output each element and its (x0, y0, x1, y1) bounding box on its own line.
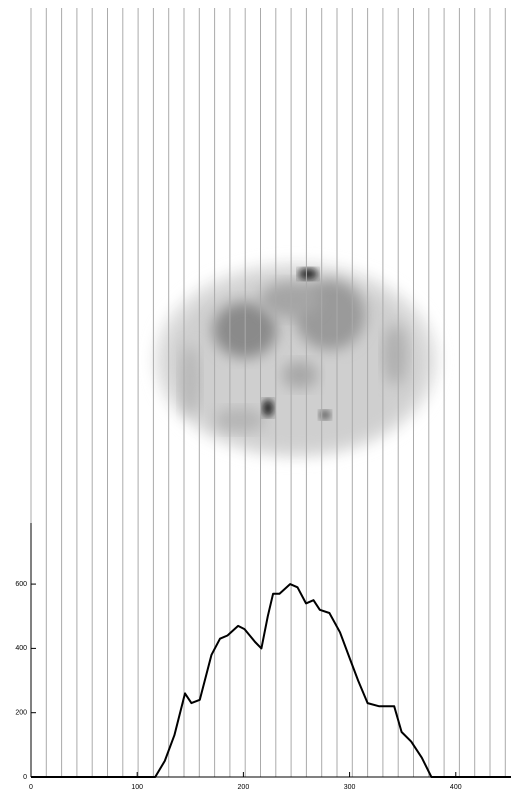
y-tick-label: 600 (15, 581, 27, 588)
chart: 0 200 400 600 0 100 200 300 400 (0, 0, 513, 793)
scan-image (154, 262, 438, 458)
x-tick-label: 0 (29, 784, 33, 791)
y-tick-label: 200 (15, 710, 27, 717)
x-tick-label: 100 (131, 784, 143, 791)
x-tick-label: 400 (450, 784, 462, 791)
y-tick-label: 400 (15, 645, 27, 652)
x-tick-label: 300 (344, 784, 356, 791)
y-tick-label: 0 (23, 774, 27, 781)
page: 02004006000100200300400 (() => { const d… (0, 0, 513, 793)
profile-line (31, 584, 511, 777)
x-tick-label: 200 (238, 784, 250, 791)
